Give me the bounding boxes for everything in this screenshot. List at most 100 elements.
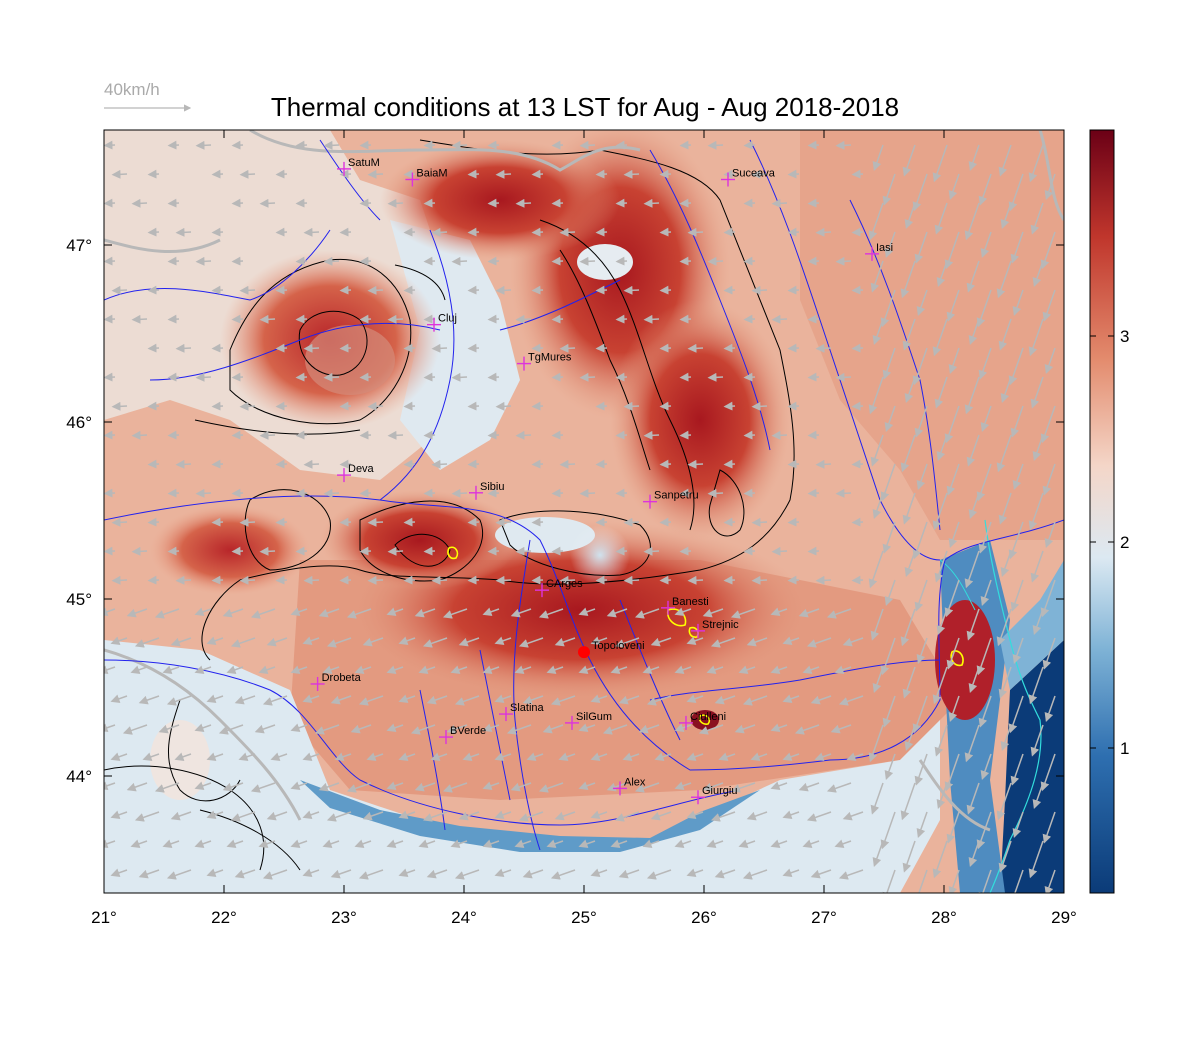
wind-arrow [482,781,500,791]
wind-arrow [750,752,768,762]
wind-arrow [751,401,768,411]
colorbar-gradient [1089,129,1115,894]
wind-arrow [290,839,308,849]
wind-arrow [578,665,596,675]
city-banesti: Banesti [661,596,709,615]
wind-arrow [742,695,768,706]
wind-arrow [354,665,372,675]
wind-arrow [410,724,436,735]
wind-arrow [936,608,948,635]
wind-arrow [936,260,948,287]
wind-arrow [802,839,820,849]
wind-arrow [806,637,832,648]
wind-arrow [334,752,352,762]
wind-arrow [966,782,980,815]
wind-arrow [1010,231,1024,264]
wind-arrow [590,694,608,704]
wind-arrow [1032,782,1044,809]
wind-arrow [431,459,448,469]
wind-arrow [835,488,852,498]
wind-arrow [303,459,320,469]
wind-arrow [802,665,820,675]
wind-arrow [398,694,416,704]
wind-arrow [515,198,532,208]
wind-arrow [606,782,628,792]
wind-arrow [131,314,148,324]
wind-arrow [980,579,992,606]
wind-arrow [902,144,916,177]
city-label: SilGum [576,711,612,723]
wind-arrow [882,521,896,554]
wind-arrow [1000,724,1012,751]
wind-arrow [980,231,992,258]
city-label: Suceava [732,168,776,180]
wind-arrow [194,781,212,791]
wind-arrow [259,430,276,440]
wind-arrow [366,752,384,762]
wind-arrow [1030,202,1044,235]
wind-arrow [872,492,884,519]
wind-arrows [104,140,1056,893]
wind-arrow [698,724,724,735]
wind-arrow [914,405,928,438]
wind-arrow [398,810,416,820]
wind-arrow [318,782,340,792]
wind-arrow [642,839,660,849]
wind-arrow [834,839,852,849]
wind-arrow [815,459,832,469]
wind-arrow [806,811,832,822]
wind-arrow [142,752,160,762]
wind-arrow [1044,695,1056,722]
wind-arrow [880,289,896,328]
wind-arrow [902,840,916,873]
wind-arrow [218,724,244,735]
wind-arrow [1042,463,1056,496]
wind-arrow [195,140,212,150]
city-label: SatuM [348,157,380,169]
wind-arrow [870,608,884,641]
wind-arrow [158,724,180,734]
wind-arrow [1030,724,1044,757]
wind-arrow [643,198,660,208]
wind-arrow [495,401,512,411]
wind-arrow [239,169,256,179]
wind-arrow [367,169,384,179]
wind-arrow [1040,753,1056,792]
wind-arrow [302,694,320,704]
wind-arrow [194,839,212,849]
wind-arrow [111,285,128,295]
city-deva: Deva [337,463,375,483]
wind-arrow [206,752,224,762]
wind-arrow [514,665,532,675]
wind-arrow [239,517,256,527]
wind-arrow [623,575,640,585]
wind-arrow [868,202,884,241]
wind-arrow [815,343,832,353]
wind-arrow [623,401,640,411]
wind-arrow [742,869,768,880]
city-topoloveni: Topoloveni [578,640,645,659]
wind-arrow [614,811,640,822]
city-alex: Alex [613,776,646,796]
wind-arrow [834,665,852,675]
wind-arrow [880,637,896,676]
wind-arrow [900,434,916,473]
wind-arrow [643,546,660,556]
wind-arrow [431,575,448,585]
wind-arrow [814,752,832,762]
wind-arrow [936,782,948,809]
wind-arrow [230,811,256,822]
wind-arrow [996,782,1012,821]
wind-arrow [154,608,180,619]
city-label: Drobeta [322,672,362,684]
wind-arrow [302,752,320,762]
wind-arrow [770,607,788,617]
wind-arrow [622,752,640,762]
wind-arrow [1032,608,1044,635]
wind-arrow [882,695,896,728]
wind-arrow [638,724,660,734]
wind-arrow [398,636,416,646]
city-sanpetru: Sanpetru [643,490,699,509]
wind-arrow [650,811,672,821]
wind-arrow [1012,811,1024,838]
